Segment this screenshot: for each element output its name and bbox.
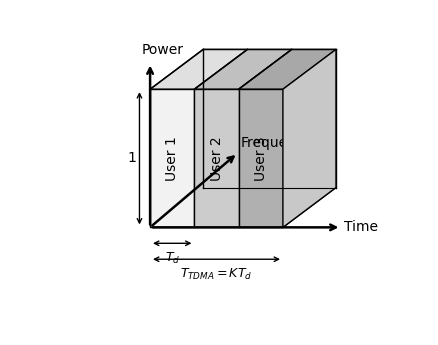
Polygon shape bbox=[283, 49, 336, 227]
Polygon shape bbox=[283, 49, 336, 227]
Text: User 3: User 3 bbox=[254, 136, 268, 180]
Text: Time: Time bbox=[344, 220, 378, 234]
Polygon shape bbox=[150, 49, 247, 89]
Polygon shape bbox=[150, 89, 194, 227]
Polygon shape bbox=[239, 89, 283, 227]
Text: Frequency: Frequency bbox=[240, 136, 312, 150]
Polygon shape bbox=[239, 49, 336, 89]
Polygon shape bbox=[194, 49, 292, 89]
Text: $T_d$: $T_d$ bbox=[165, 251, 180, 266]
Polygon shape bbox=[194, 89, 239, 227]
Text: User 1: User 1 bbox=[165, 136, 179, 181]
Text: 1: 1 bbox=[127, 151, 136, 165]
Text: Power: Power bbox=[142, 43, 184, 57]
Text: User 2: User 2 bbox=[209, 136, 223, 180]
Text: $T_{TDMA}=KT_d$: $T_{TDMA}=KT_d$ bbox=[180, 267, 253, 282]
